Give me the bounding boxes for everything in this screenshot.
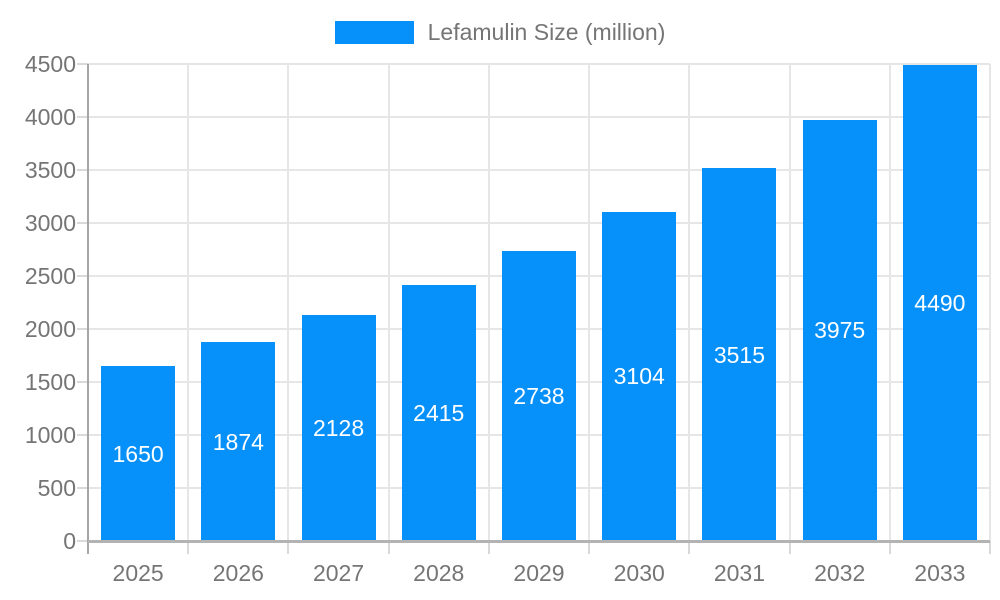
h-gridline [88,222,990,224]
y-axis-tick [77,275,88,277]
bar-value-label: 4490 [914,290,966,317]
v-gridline [387,64,390,541]
y-axis-tick [77,434,88,436]
x-axis-tick [187,541,190,554]
v-gridline [788,64,791,541]
x-tick-label: 2028 [413,560,465,586]
x-axis-tick [487,541,490,554]
bar-value-label: 3975 [814,317,866,344]
y-axis-line [87,64,89,554]
legend-label: Lefamulin Size (million) [427,19,666,45]
y-tick-label: 3000 [24,210,76,236]
x-tick-label: 2031 [713,560,766,586]
h-gridline [88,169,990,171]
y-axis-tick [77,63,88,65]
x-axis-tick [287,541,290,554]
legend-swatch [334,20,414,44]
y-tick-label: 1000 [24,422,76,448]
y-axis-tick [77,540,88,542]
x-axis-tick [888,541,891,554]
bar-value-label: 2415 [413,399,465,426]
bar[interactable]: 3104 [602,211,677,541]
bar-value-label: 2738 [513,382,565,409]
y-tick-label: 4500 [24,51,76,77]
x-axis-tick [387,541,390,554]
v-gridline [888,64,891,541]
bar-value-label: 2128 [312,415,365,442]
bar[interactable]: 2738 [502,250,576,541]
x-tick-label: 2027 [312,560,365,586]
y-axis-tick [77,222,88,224]
x-tick-label: 2025 [112,560,164,586]
bar-value-label: 3104 [613,363,665,390]
bar[interactable]: 3515 [702,168,777,541]
bar[interactable]: 2128 [301,315,376,541]
v-gridline [588,64,591,541]
y-tick-label: 2000 [24,316,76,342]
bar[interactable]: 1874 [201,342,276,541]
y-tick-label: 2500 [24,263,76,289]
v-gridline [487,64,490,541]
y-tick-label: 500 [37,475,76,501]
y-tick-label: 4000 [24,104,76,130]
x-tick-label: 2033 [914,560,966,586]
bar[interactable]: 2415 [401,285,476,541]
x-tick-label: 2026 [212,560,264,586]
legend-item[interactable]: Lefamulin Size (million) [0,20,1000,44]
bar-value-label: 1874 [212,428,264,455]
y-axis-tick [77,381,88,383]
x-tick-label: 2032 [814,560,866,586]
bar-value-label: 1650 [112,440,164,467]
y-tick-label: 1500 [24,369,76,395]
y-tick-label: 3500 [24,157,76,183]
x-axis-tick [989,541,991,554]
x-axis-tick [688,541,691,554]
x-tick-label: 2030 [613,560,665,586]
v-gridline [989,64,991,541]
y-axis-tick [77,328,88,330]
y-axis-tick [77,487,88,489]
v-gridline [187,64,190,541]
v-gridline [688,64,691,541]
bar[interactable]: 3975 [802,119,877,541]
x-axis-tick [588,541,591,554]
x-axis-tick [788,541,791,554]
h-gridline [88,116,990,118]
v-gridline [287,64,290,541]
y-tick-label: 0 [63,528,76,554]
h-gridline [88,63,990,65]
y-axis-tick [77,116,88,118]
bar[interactable]: 1650 [101,366,176,541]
y-axis-tick [77,169,88,171]
x-axis-line [88,540,990,543]
x-tick-label: 2029 [513,560,565,586]
bar[interactable]: 4490 [902,65,977,541]
bar-value-label: 3515 [713,341,766,368]
